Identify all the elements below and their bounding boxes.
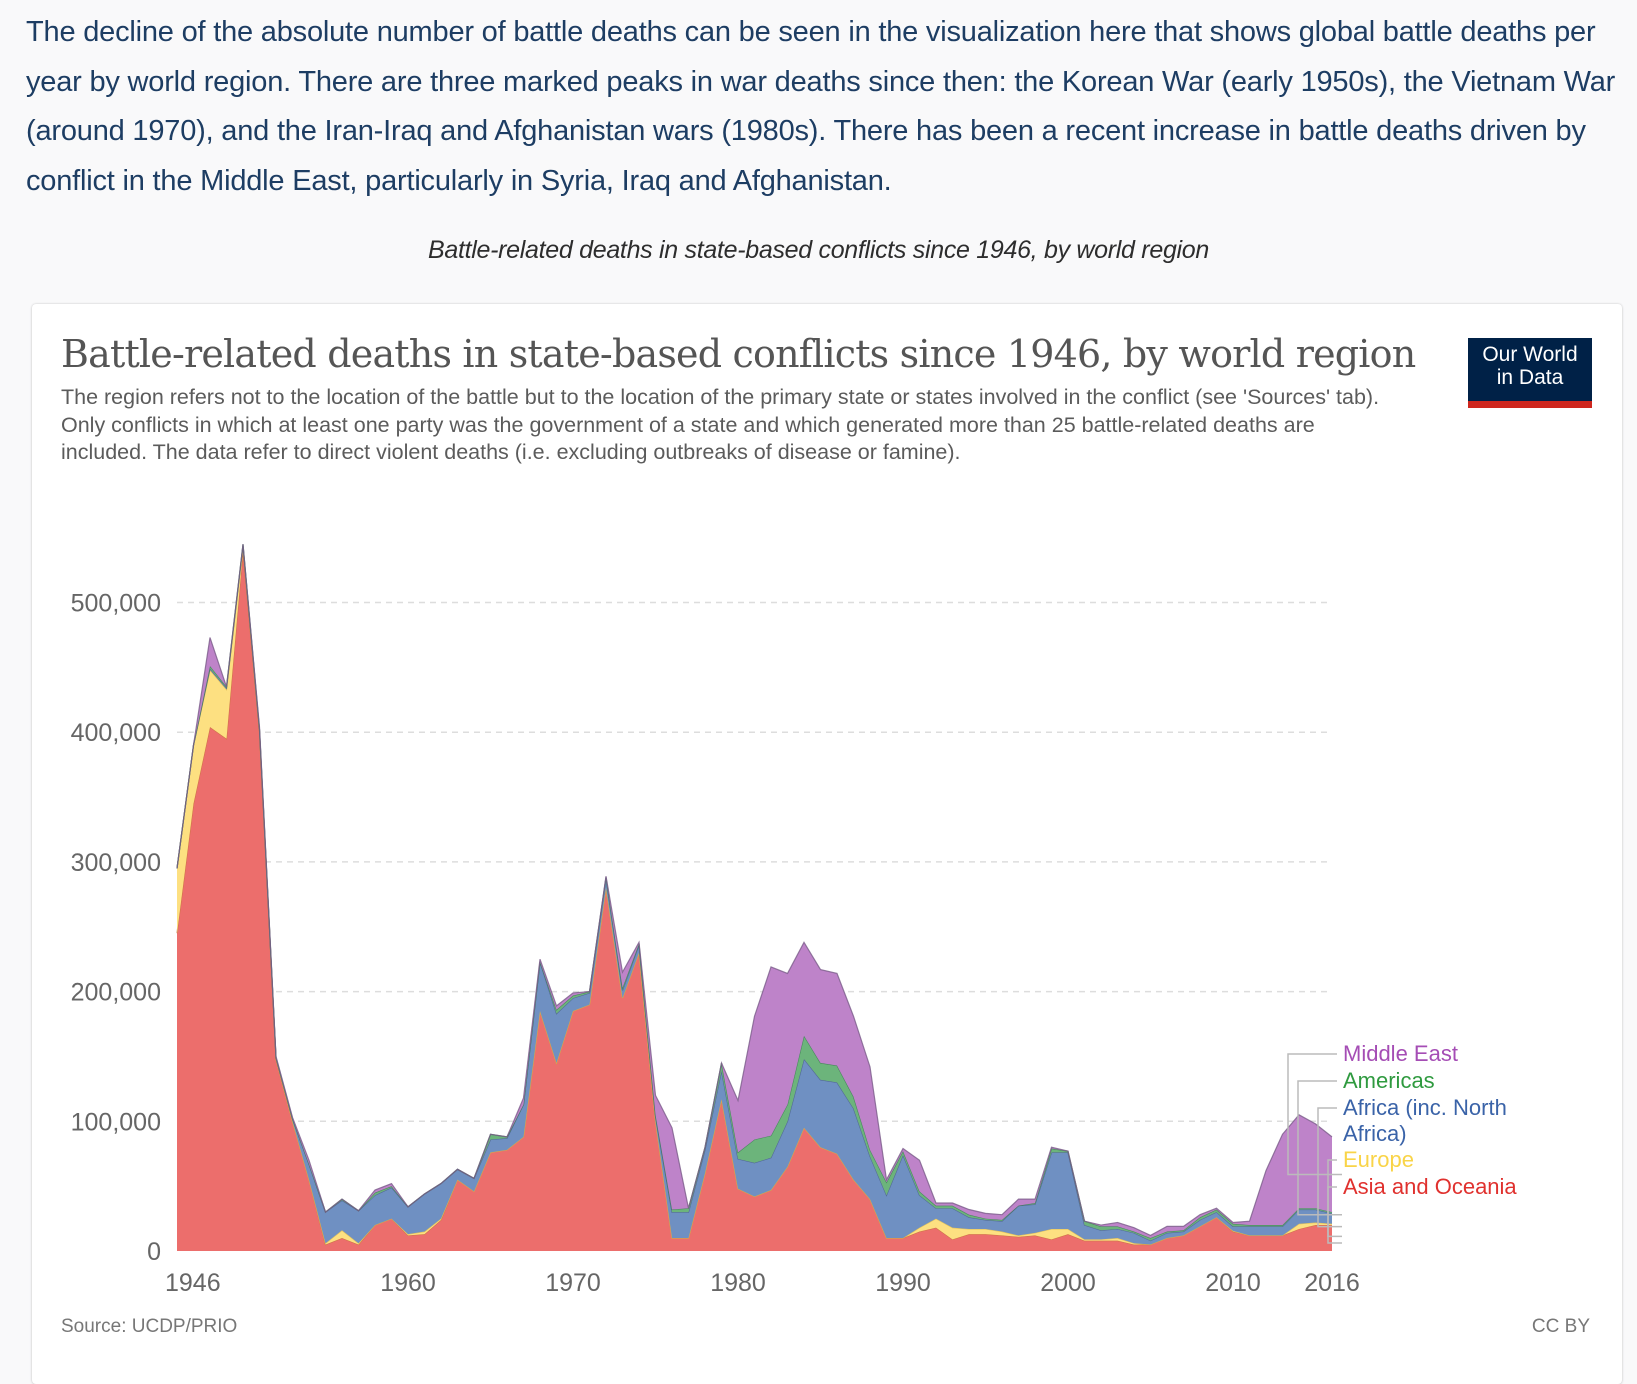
x-tick-label: 1970 xyxy=(545,1269,601,1297)
area-middle-east[interactable] xyxy=(177,544,1332,1239)
chart-title: Battle-related deaths in state-based con… xyxy=(61,332,1416,376)
logo-line-1: Our World xyxy=(1482,343,1578,366)
x-tick-label: 1980 xyxy=(710,1269,766,1297)
legend-label-middle-east[interactable]: Middle East xyxy=(1343,1041,1458,1066)
owid-logo[interactable]: Our World in Data xyxy=(1468,338,1592,408)
x-tick-label: 2016 xyxy=(1304,1269,1360,1297)
y-tick-label: 500,000 xyxy=(71,590,161,618)
area-edge-middle-east xyxy=(176,544,1333,1237)
y-tick-label: 300,000 xyxy=(71,849,161,877)
gridlines xyxy=(177,601,1332,1123)
x-tick-label: 2000 xyxy=(1040,1269,1096,1297)
areas xyxy=(176,544,1333,1251)
x-axis: 1946 1960 1970 1980 1990 2000 2010 2016 xyxy=(165,1269,1360,1297)
source-link[interactable]: Source: UCDP/PRIO xyxy=(61,1316,238,1337)
x-tick-label: 1990 xyxy=(875,1269,931,1297)
logo-accent-bar xyxy=(1468,401,1592,408)
chart-card: Battle-related deaths in state-based con… xyxy=(32,304,1622,1384)
y-tick-label: 200,000 xyxy=(71,979,161,1007)
stacked-area-chart: 0 100,000 200,000 300,000 400,000 500,000 194… xyxy=(71,544,1517,1297)
legend-connector xyxy=(1327,1186,1342,1244)
legend-connector xyxy=(1297,1080,1342,1216)
legend-label-africa[interactable]: Africa (inc. North xyxy=(1343,1095,1507,1120)
legend-connector xyxy=(1287,1053,1342,1176)
legend-label-africa[interactable]: Africa) xyxy=(1343,1121,1407,1146)
x-tick-label: 1960 xyxy=(380,1269,436,1297)
legend-connector xyxy=(1317,1107,1342,1228)
legend-label-europe[interactable]: Europe xyxy=(1343,1147,1414,1172)
y-tick-label: 100,000 xyxy=(71,1108,161,1136)
license-link[interactable]: CC BY xyxy=(1531,1316,1590,1337)
legend-label-americas[interactable]: Americas xyxy=(1343,1068,1435,1093)
article-paragraph: The decline of the absolute number of ba… xyxy=(26,16,1616,197)
figure-caption: Battle-related deaths in state-based con… xyxy=(427,236,1210,264)
y-tick-label: 0 xyxy=(147,1238,161,1266)
area-asia[interactable] xyxy=(177,550,1332,1251)
x-tick-label: 1946 xyxy=(165,1269,221,1297)
logo-line-2: in Data xyxy=(1496,366,1564,389)
y-tick-label: 400,000 xyxy=(71,719,161,747)
legend-label-asia[interactable]: Asia and Oceania xyxy=(1343,1174,1517,1199)
y-axis: 0 100,000 200,000 300,000 400,000 500,000 xyxy=(71,590,161,1267)
chart-subtitle: The region refers not to the location of… xyxy=(61,385,1380,464)
x-tick-label: 2010 xyxy=(1205,1269,1261,1297)
